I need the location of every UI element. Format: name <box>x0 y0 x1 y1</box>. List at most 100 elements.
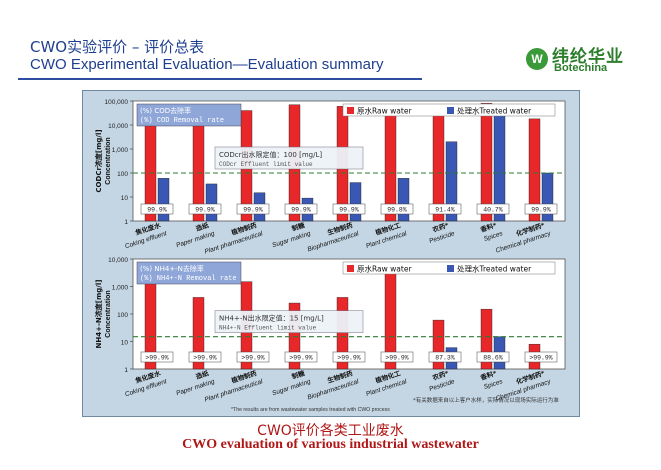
removal-rate-label: 99.9% <box>291 207 311 214</box>
limit-annotation-label: NH4+-N出水限定值：15 [mg/L] <box>219 314 324 323</box>
y-tick-label: 10,000 <box>108 257 128 264</box>
footnote-zh: *有关数据来自以上客户水样，实际情况以现场实际运行为准 <box>413 396 559 404</box>
removal-rate-label: 88.6% <box>483 355 503 362</box>
logo-mark-icon: W <box>526 48 548 70</box>
removal-rate-label: >99.9% <box>145 355 169 362</box>
removal-rate-box <box>524 203 558 215</box>
y-tick-label: 100 <box>117 171 128 178</box>
removal-rate-label: 99.9% <box>531 207 551 214</box>
company-logo: W 纬纶华业 Botechina <box>526 44 650 74</box>
y-tick-label: 10 <box>121 340 129 347</box>
removal-rate-key-box <box>136 261 242 285</box>
bar-raw-water <box>528 118 541 222</box>
legend-swatch-treated <box>447 107 454 114</box>
page-title-zh: CWO实验评价 – 评价总表 <box>30 38 205 56</box>
y-axis-label: CODCr浓度[mg/l] <box>94 129 103 192</box>
limit-annotation-label: CODcr出水限定值：100 [mg/L] <box>219 150 322 159</box>
removal-rate-key-zh: (%) COD去除率 <box>140 106 191 115</box>
removal-rate-box <box>188 351 222 363</box>
footnote-en: *The results are from wastewater samples… <box>231 407 390 413</box>
removal-rate-box <box>140 351 174 363</box>
category-label-zh: 制糖 <box>290 220 306 233</box>
legend-swatch-raw <box>347 107 354 114</box>
bar-treated-water <box>541 172 554 222</box>
removal-rate-box <box>236 351 270 363</box>
removal-rate-box <box>428 351 462 363</box>
removal-rate-box <box>332 351 366 363</box>
limit-annotation-sub: NH4+-N Effluent limit value <box>219 325 317 332</box>
y-tick-label: 1 <box>124 367 128 374</box>
bar-treated-water <box>157 178 170 222</box>
removal-rate-box <box>476 203 510 215</box>
removal-rate-box <box>428 203 462 215</box>
legend-label-raw: 原水Raw water <box>357 106 412 116</box>
caption-zh: CWO评价各类工业废水 <box>257 423 404 439</box>
limit-annotation-box <box>214 310 364 333</box>
removal-rate-box <box>380 351 414 363</box>
removal-rate-box <box>476 351 510 363</box>
removal-rate-box <box>284 203 318 215</box>
removal-rate-box <box>332 203 366 215</box>
legend-label-treated: 处理水Treated water <box>457 106 532 116</box>
removal-rate-label: >99.9% <box>289 355 313 362</box>
removal-rate-label: >99.9% <box>385 355 409 362</box>
removal-rate-label: 99.9% <box>195 207 215 214</box>
y-tick-label: 1,000 <box>112 285 129 292</box>
limit-annotation-sub: CODcr Effluent limit value <box>219 161 313 168</box>
y-tick-label: 1,000 <box>112 147 129 154</box>
removal-rate-label: >99.9% <box>337 355 361 362</box>
legend-swatch-treated <box>447 265 454 272</box>
bar-treated-water <box>205 183 218 222</box>
category-label-zh: 造纸 <box>194 368 210 381</box>
y-axis-label-en: Concentration <box>105 137 112 184</box>
removal-rate-label: >99.9% <box>193 355 217 362</box>
legend-label-raw: 原水Raw water <box>357 264 412 274</box>
removal-rate-label: >99.9% <box>529 355 553 362</box>
removal-rate-label: 99.9% <box>243 207 263 214</box>
legend-label-treated: 处理水Treated water <box>457 264 532 274</box>
removal-rate-box <box>236 203 270 215</box>
removal-rate-key-en: (%) COD Removal rate <box>140 117 224 125</box>
removal-rate-box <box>380 203 414 215</box>
bar-raw-water <box>432 319 445 370</box>
removal-rate-label: 87.3% <box>435 355 455 362</box>
limit-annotation-box <box>214 146 364 170</box>
removal-rate-label: >99.9% <box>241 355 265 362</box>
removal-rate-box <box>284 351 318 363</box>
removal-rate-label: 99.9% <box>339 207 359 214</box>
bar-raw-water <box>192 297 205 370</box>
removal-rate-box <box>140 203 174 215</box>
y-tick-label: 10,000 <box>108 123 128 130</box>
y-tick-label: 100 <box>117 312 128 319</box>
y-axis-label-en: Concentration <box>105 290 112 337</box>
y-tick-label: 10 <box>121 195 129 202</box>
removal-rate-label: 99.9% <box>147 207 167 214</box>
bar-treated-water <box>445 141 458 222</box>
removal-rate-box <box>524 351 558 363</box>
y-tick-label: 100,000 <box>105 99 129 106</box>
y-axis-label: NH4+-N浓度[mg/l] <box>94 280 103 349</box>
legend-swatch-raw <box>347 265 354 272</box>
logo-name-en: Botechina <box>554 62 608 74</box>
removal-rate-key-zh: (%) NH4+-N去除率 <box>140 264 204 273</box>
chart-figure: 100,000 10,000 1,000 100 10 1 CODCr浓度[mg/l] Con… <box>82 90 580 417</box>
y-tick-label: 1 <box>124 219 128 226</box>
category-label-zh: 造纸 <box>194 220 210 233</box>
bar-raw-water <box>480 103 493 222</box>
bar-treated-water <box>349 182 362 222</box>
removal-rate-box <box>188 203 222 215</box>
bar-raw-water <box>288 302 301 370</box>
caption-en: CWO evaluation of various industrial was… <box>182 437 479 452</box>
removal-rate-label: 91.4% <box>435 207 455 214</box>
bar-treated-water <box>397 178 410 222</box>
removal-rate-key-en: (%) NH4+-N Removal rate <box>140 275 237 283</box>
logo-name-zh: 纬纶华业 <box>552 47 624 67</box>
bar-raw-water <box>336 297 349 370</box>
removal-rate-key-box <box>136 103 242 127</box>
category-label-zh: 制糖 <box>290 368 306 381</box>
removal-rate-label: 40.7% <box>483 207 503 214</box>
bar-raw-water <box>480 308 493 370</box>
title-underline <box>18 78 422 80</box>
page-title-en: CWO Experimental Evaluation—Evaluation s… <box>30 56 384 73</box>
